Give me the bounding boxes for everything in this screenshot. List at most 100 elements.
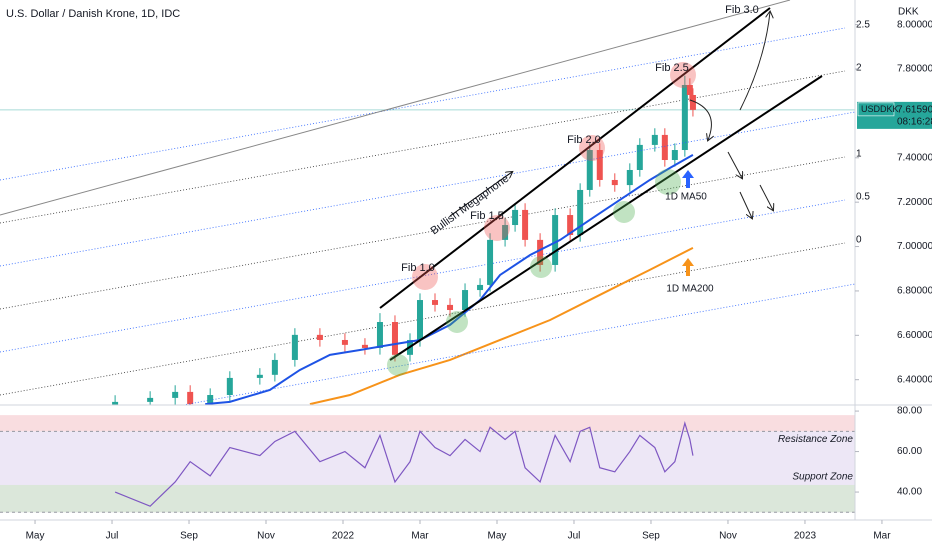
arrow [449,172,512,217]
rsi-band [0,484,855,513]
countdown-label: 08:16:28 [897,117,932,128]
candle-body [172,391,179,398]
candle-body [207,395,214,405]
chart-title: U.S. Dollar / Danish Krone, 1D, IDC [6,8,180,20]
y-tick-label: 6.400000 [897,374,932,385]
x-tick-label: Mar [873,531,891,542]
candle-body [361,344,368,348]
arrow [682,170,694,188]
candle-body [681,84,688,151]
y-tick-label: 7.400000 [897,152,932,163]
candle-body [462,290,469,311]
x-tick-label: May [26,531,45,542]
candle-body [316,334,323,340]
candle-body [187,391,194,405]
candle-body [567,215,574,236]
y-tick-label: 8.000000 [897,19,932,30]
candle-body [416,300,423,340]
y-tick-label: 7.200000 [897,197,932,208]
annotation: Fib 1.5 [470,210,504,222]
band-label: Support Zone [792,472,853,483]
y-tick-label: 40.00 [897,487,922,498]
plot [0,27,855,513]
candle-body [522,209,529,240]
arrow [759,184,773,210]
y-tick-label: 60.00 [897,446,922,457]
x-tick-label: Jul [106,531,119,542]
candle-body [432,300,439,305]
candle-body [502,225,509,240]
arrow [727,151,742,178]
candle-body [341,339,348,345]
rsi-line [114,421,694,507]
candle-body [686,84,693,95]
x-tick-label: Sep [642,531,660,542]
arrow [689,99,711,140]
candle-body [391,322,398,355]
fib-line [0,70,846,224]
candle-body [671,150,678,161]
band-label: Resistance Zone [778,434,853,445]
channel-decor [0,0,855,405]
x-tick-label: Jul [568,531,581,542]
ma-line [205,154,694,405]
candle-body [689,94,696,110]
fib-line [0,0,791,216]
candle-body [596,150,603,180]
candle-body [636,144,643,170]
candle-body [376,322,383,348]
x-tick-label: Nov [257,531,275,542]
symbol-label: USDDKK [861,104,899,114]
candle-body [477,284,484,291]
candle-body [651,134,658,145]
candle-body [577,189,584,236]
x-tick-label: Nov [719,531,737,542]
arrow [739,191,752,218]
annotation: Fib 2.0 [567,134,601,146]
candle-body [447,304,454,311]
megaphone-upper [379,7,771,309]
fib-level-label: 0 [856,235,862,246]
arrow [682,258,694,276]
megaphone-lower [389,75,823,361]
fib-line [180,283,855,405]
fib-level-label: 1 [856,149,862,160]
symbol-badge [857,102,895,117]
candle-body [552,215,559,265]
rsi-pane [0,415,855,513]
candle-body [626,169,633,186]
y-tick-label: 7.800000 [897,64,932,75]
candle-body [661,134,668,161]
x-tick-label: 2023 [794,531,817,542]
annotation: Fib 3.0 [725,4,759,16]
x-tick-label: Sep [180,531,198,542]
candle-body [147,397,154,402]
fib-level-label: 2.5 [856,20,870,31]
candle-body [611,179,618,186]
candle-body [487,239,494,285]
annotation: Fib 2.5 [655,62,689,74]
x-tick-label: Mar [411,531,429,542]
y-tick-label: 7.000000 [897,241,932,252]
candle-body [512,209,519,226]
candle-body [226,377,233,396]
ma-label: 1D MA50 [665,192,707,203]
arrow [739,12,770,111]
candle-body [537,239,544,265]
annotation: Fib 1.0 [401,262,435,274]
y-tick-label: 6.800000 [897,286,932,297]
fib-level-label: 2 [856,63,862,74]
touch-circles [387,62,696,376]
fib-line [0,156,846,310]
candle-body [256,374,263,378]
y-axis-label: DKK [898,7,919,18]
candle-body [271,359,278,375]
y-tick-label: 80.00 [897,406,922,417]
y-tick-label: 6.600000 [897,330,932,341]
candle-body [291,334,298,360]
fib-line [0,27,846,181]
price-pane [0,27,855,405]
ma-label: 1D MA200 [666,284,714,295]
fib-line [0,111,855,267]
